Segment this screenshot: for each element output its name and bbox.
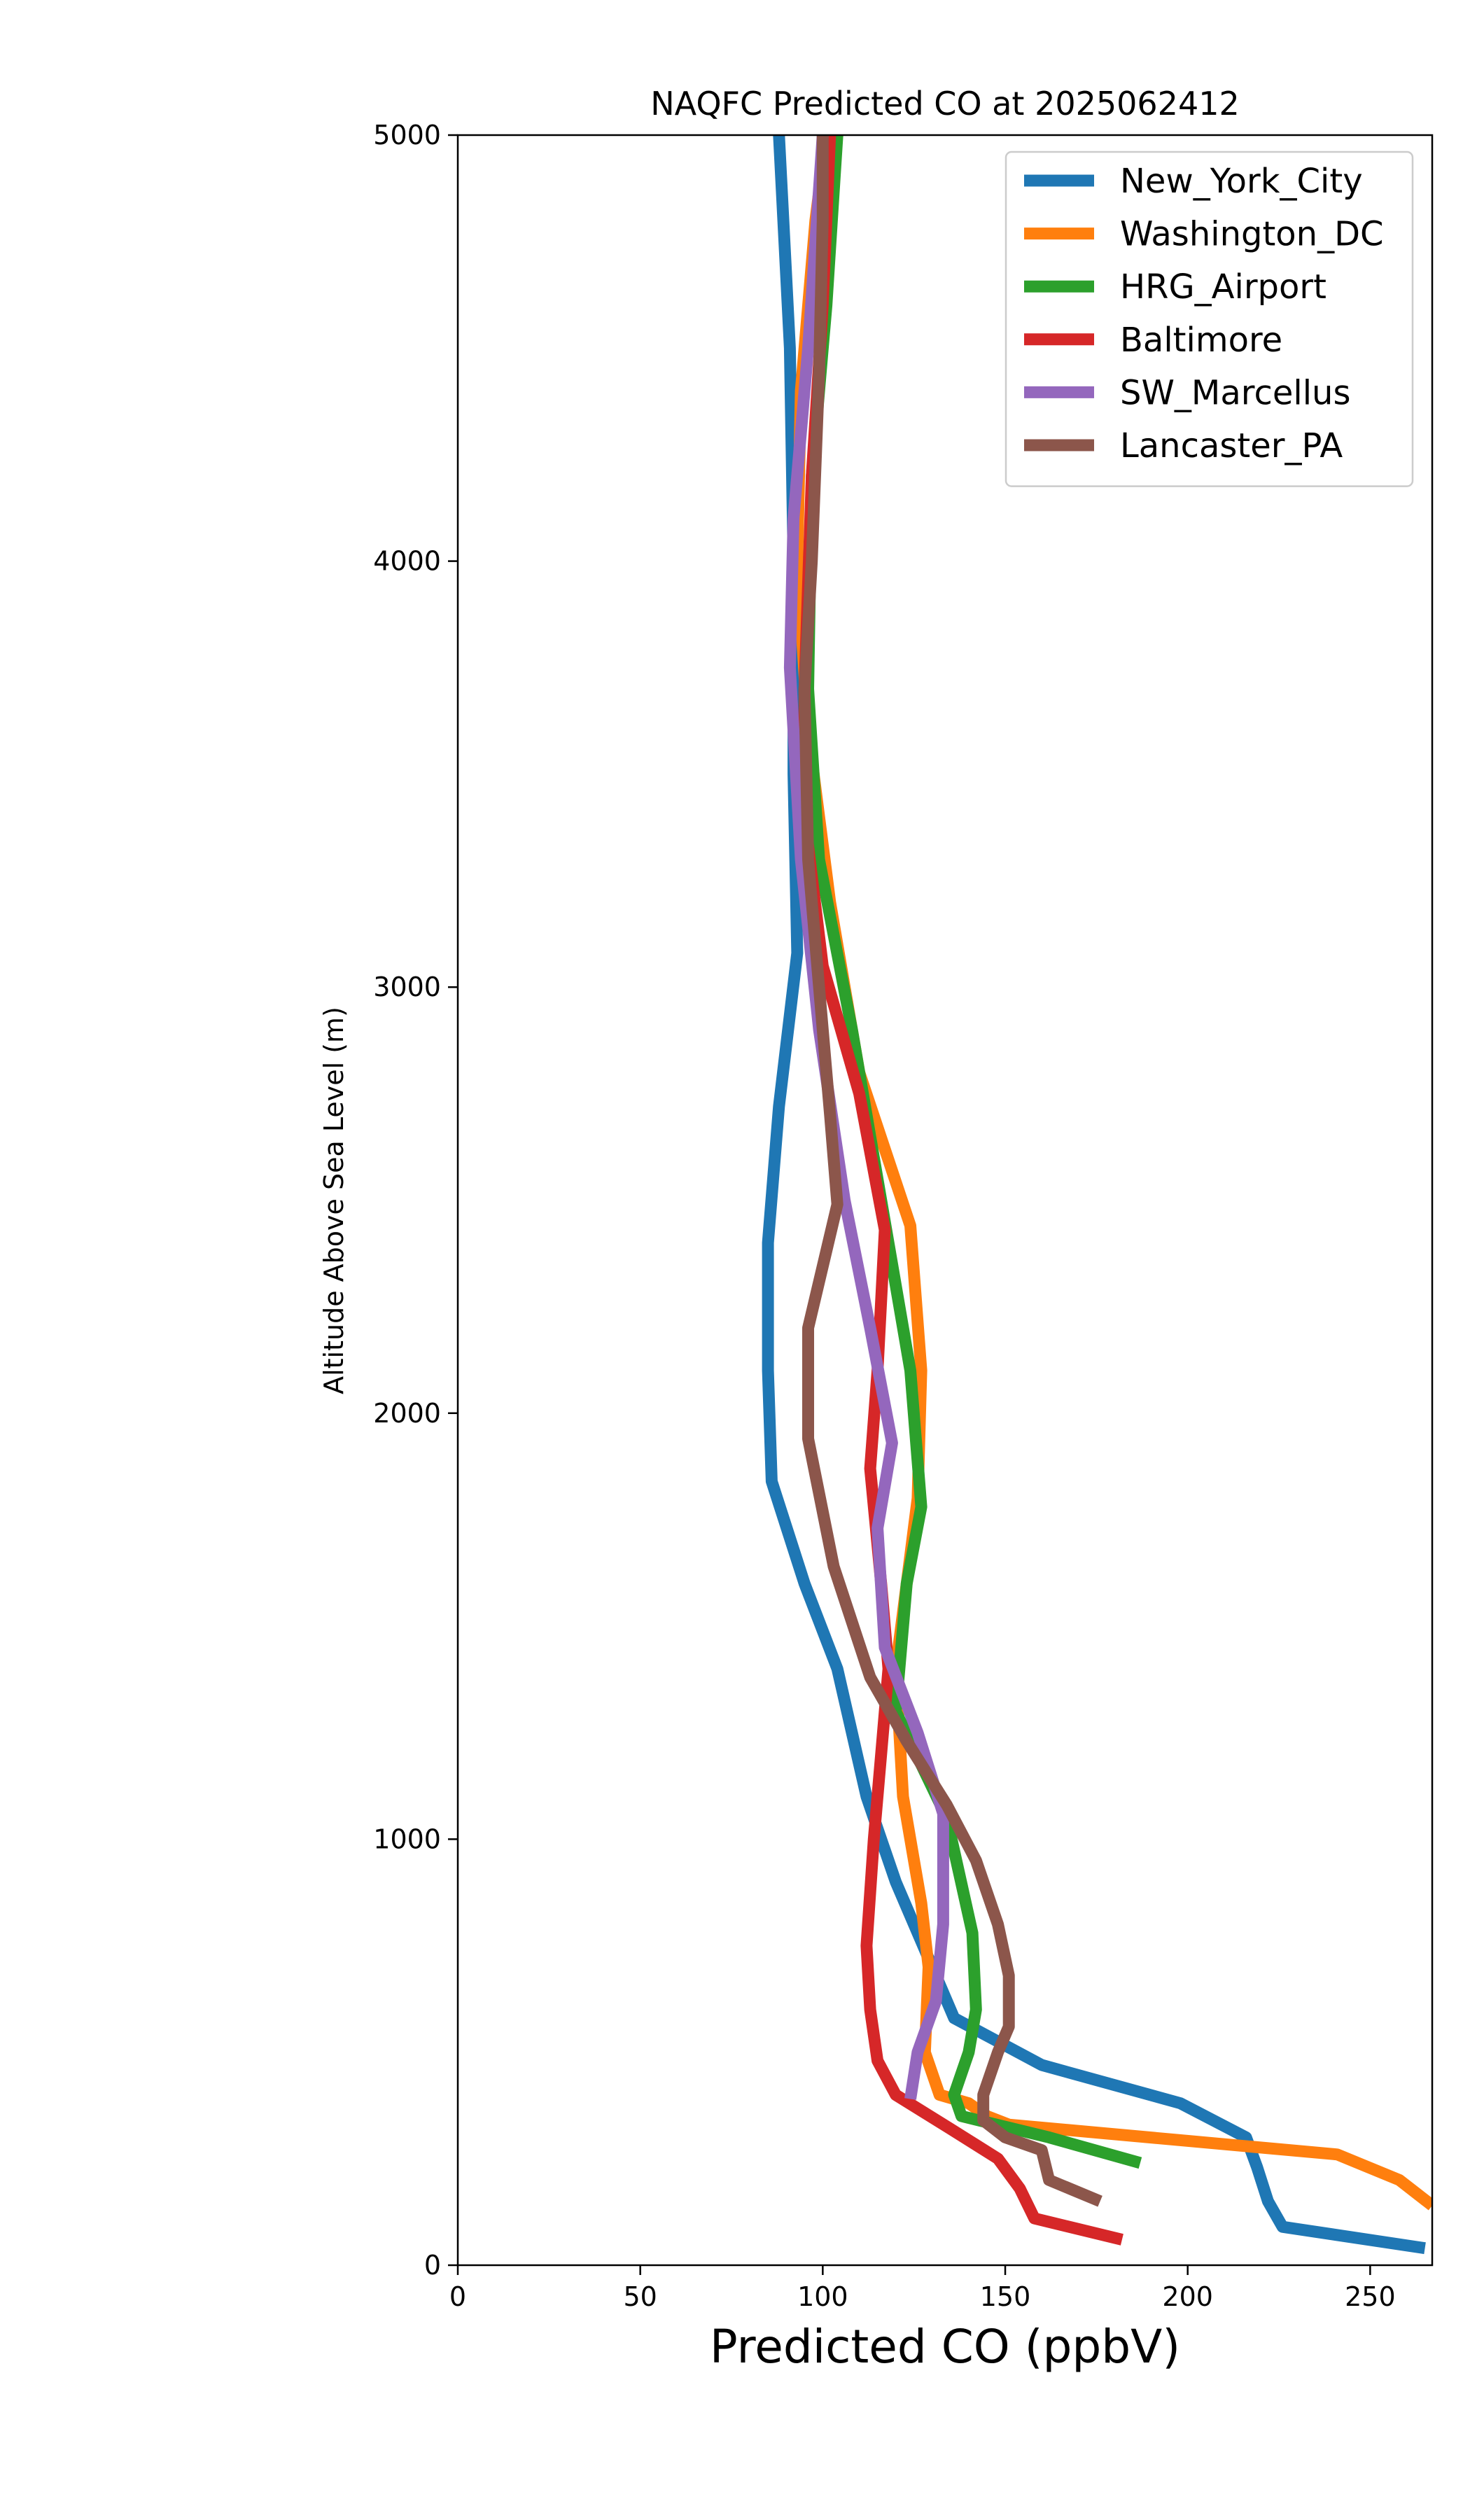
series-lines (762, 135, 1432, 2255)
legend-label-new-york-city: New_York_City (1120, 162, 1363, 201)
plot-frame (456, 134, 1434, 2267)
y-tick-label: 3000 (373, 972, 441, 1002)
y-tick-label: 5000 (373, 120, 441, 150)
y-axis-label: Altitude Above Sea Level (m) (318, 1007, 349, 1394)
legend-label-hrg-airport: HRG_Airport (1120, 267, 1326, 307)
x-tick-label: 250 (1345, 2281, 1396, 2312)
chart-title: NAQFC Predicted CO at 2025062412 (650, 85, 1240, 122)
legend-label-washington-dc: Washington_DC (1120, 215, 1384, 254)
series-line-lancaster-pa (798, 135, 1102, 2207)
x-axis-ticks: 0 50 100 150 200 250 (449, 2265, 1396, 2312)
x-tick-label: 150 (980, 2281, 1031, 2312)
legend-label-sw-marcellus: SW_Marcellus (1120, 373, 1350, 412)
y-axis-ticks: 0 1000 2000 3000 4000 5000 (373, 120, 458, 2281)
legend: New_York_City Washington_DC HRG_Airport Bal… (1004, 150, 1414, 487)
x-axis-label: Predicted CO (ppbV) (710, 2320, 1180, 2374)
y-tick-label: 0 (424, 2250, 441, 2281)
y-tick-label: 4000 (373, 546, 441, 577)
legend-label-baltimore: Baltimore (1120, 321, 1282, 360)
legend-box (1004, 150, 1414, 487)
y-tick-label: 2000 (373, 1398, 441, 1429)
x-tick-label: 0 (449, 2281, 466, 2312)
x-tick-label: 200 (1162, 2281, 1213, 2312)
y-tick-label: 1000 (373, 1823, 441, 1854)
legend-label-lancaster-pa: Lancaster_PA (1120, 426, 1343, 465)
series-line-sw-marcellus (783, 135, 949, 2100)
x-tick-label: 50 (623, 2281, 657, 2312)
x-tick-label: 100 (797, 2281, 848, 2312)
